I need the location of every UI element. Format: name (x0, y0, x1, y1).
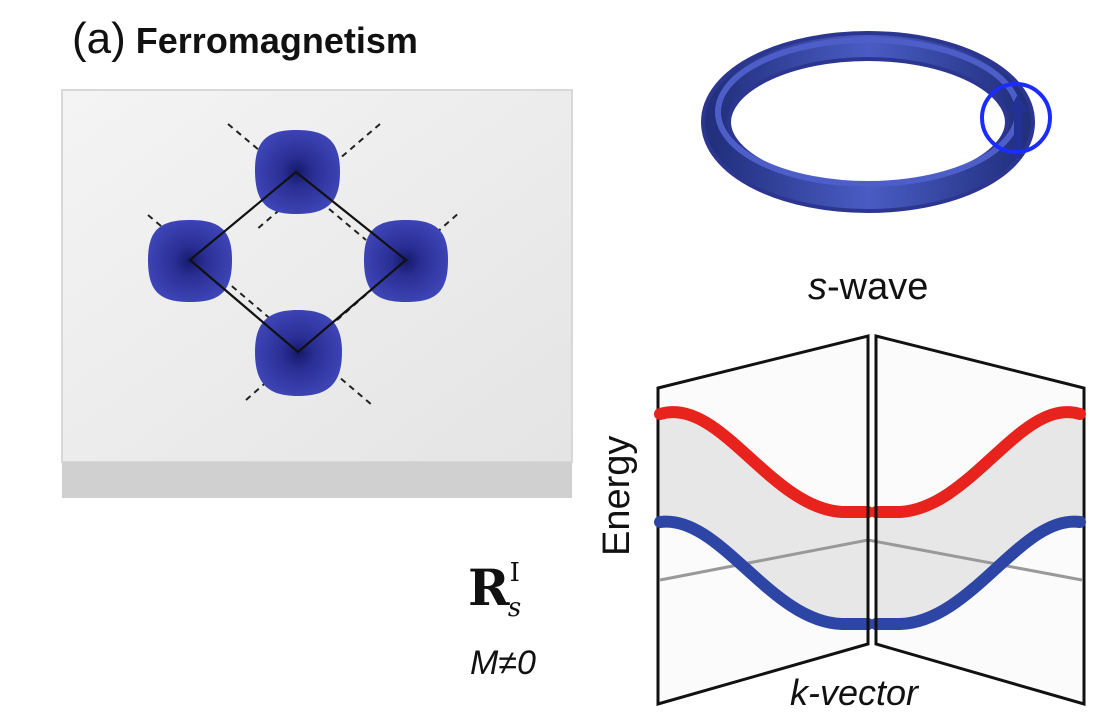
ring-caption: s-wave (808, 266, 928, 309)
gap-shading-right (876, 412, 1082, 624)
panel-title: Ferromagnetism (135, 20, 418, 61)
symbol-base: R (468, 558, 510, 617)
lower-band-right (870, 515, 1086, 630)
ring-caption-suffix: -wave (827, 266, 929, 308)
ring-caption-prefix: s (808, 266, 827, 308)
symmetry-symbol: RIs (468, 558, 521, 623)
crystal-slab (61, 89, 573, 498)
lattice-square (188, 170, 408, 354)
upper-band-left (654, 406, 874, 518)
magnetization-label: M≠0 (470, 644, 536, 682)
highlight-circle (980, 82, 1052, 154)
band-structure-panel (654, 334, 1086, 706)
symbol-subscript: s (507, 593, 522, 623)
spin-arrow-icon (1008, 94, 1028, 158)
s-wave-ring (701, 31, 1035, 213)
lower-band-left (654, 515, 874, 630)
symbol-superscript: I (509, 558, 520, 589)
gap-shading-left (660, 412, 868, 624)
k-vector-axis-label: k-vector (790, 672, 919, 713)
energy-axis-label: Energy (596, 435, 638, 556)
panel-label: (a) (72, 14, 126, 63)
slab-front-edge (62, 462, 572, 498)
upper-band-right (870, 406, 1086, 518)
panel-heading: (a) Ferromagnetism (72, 14, 418, 64)
